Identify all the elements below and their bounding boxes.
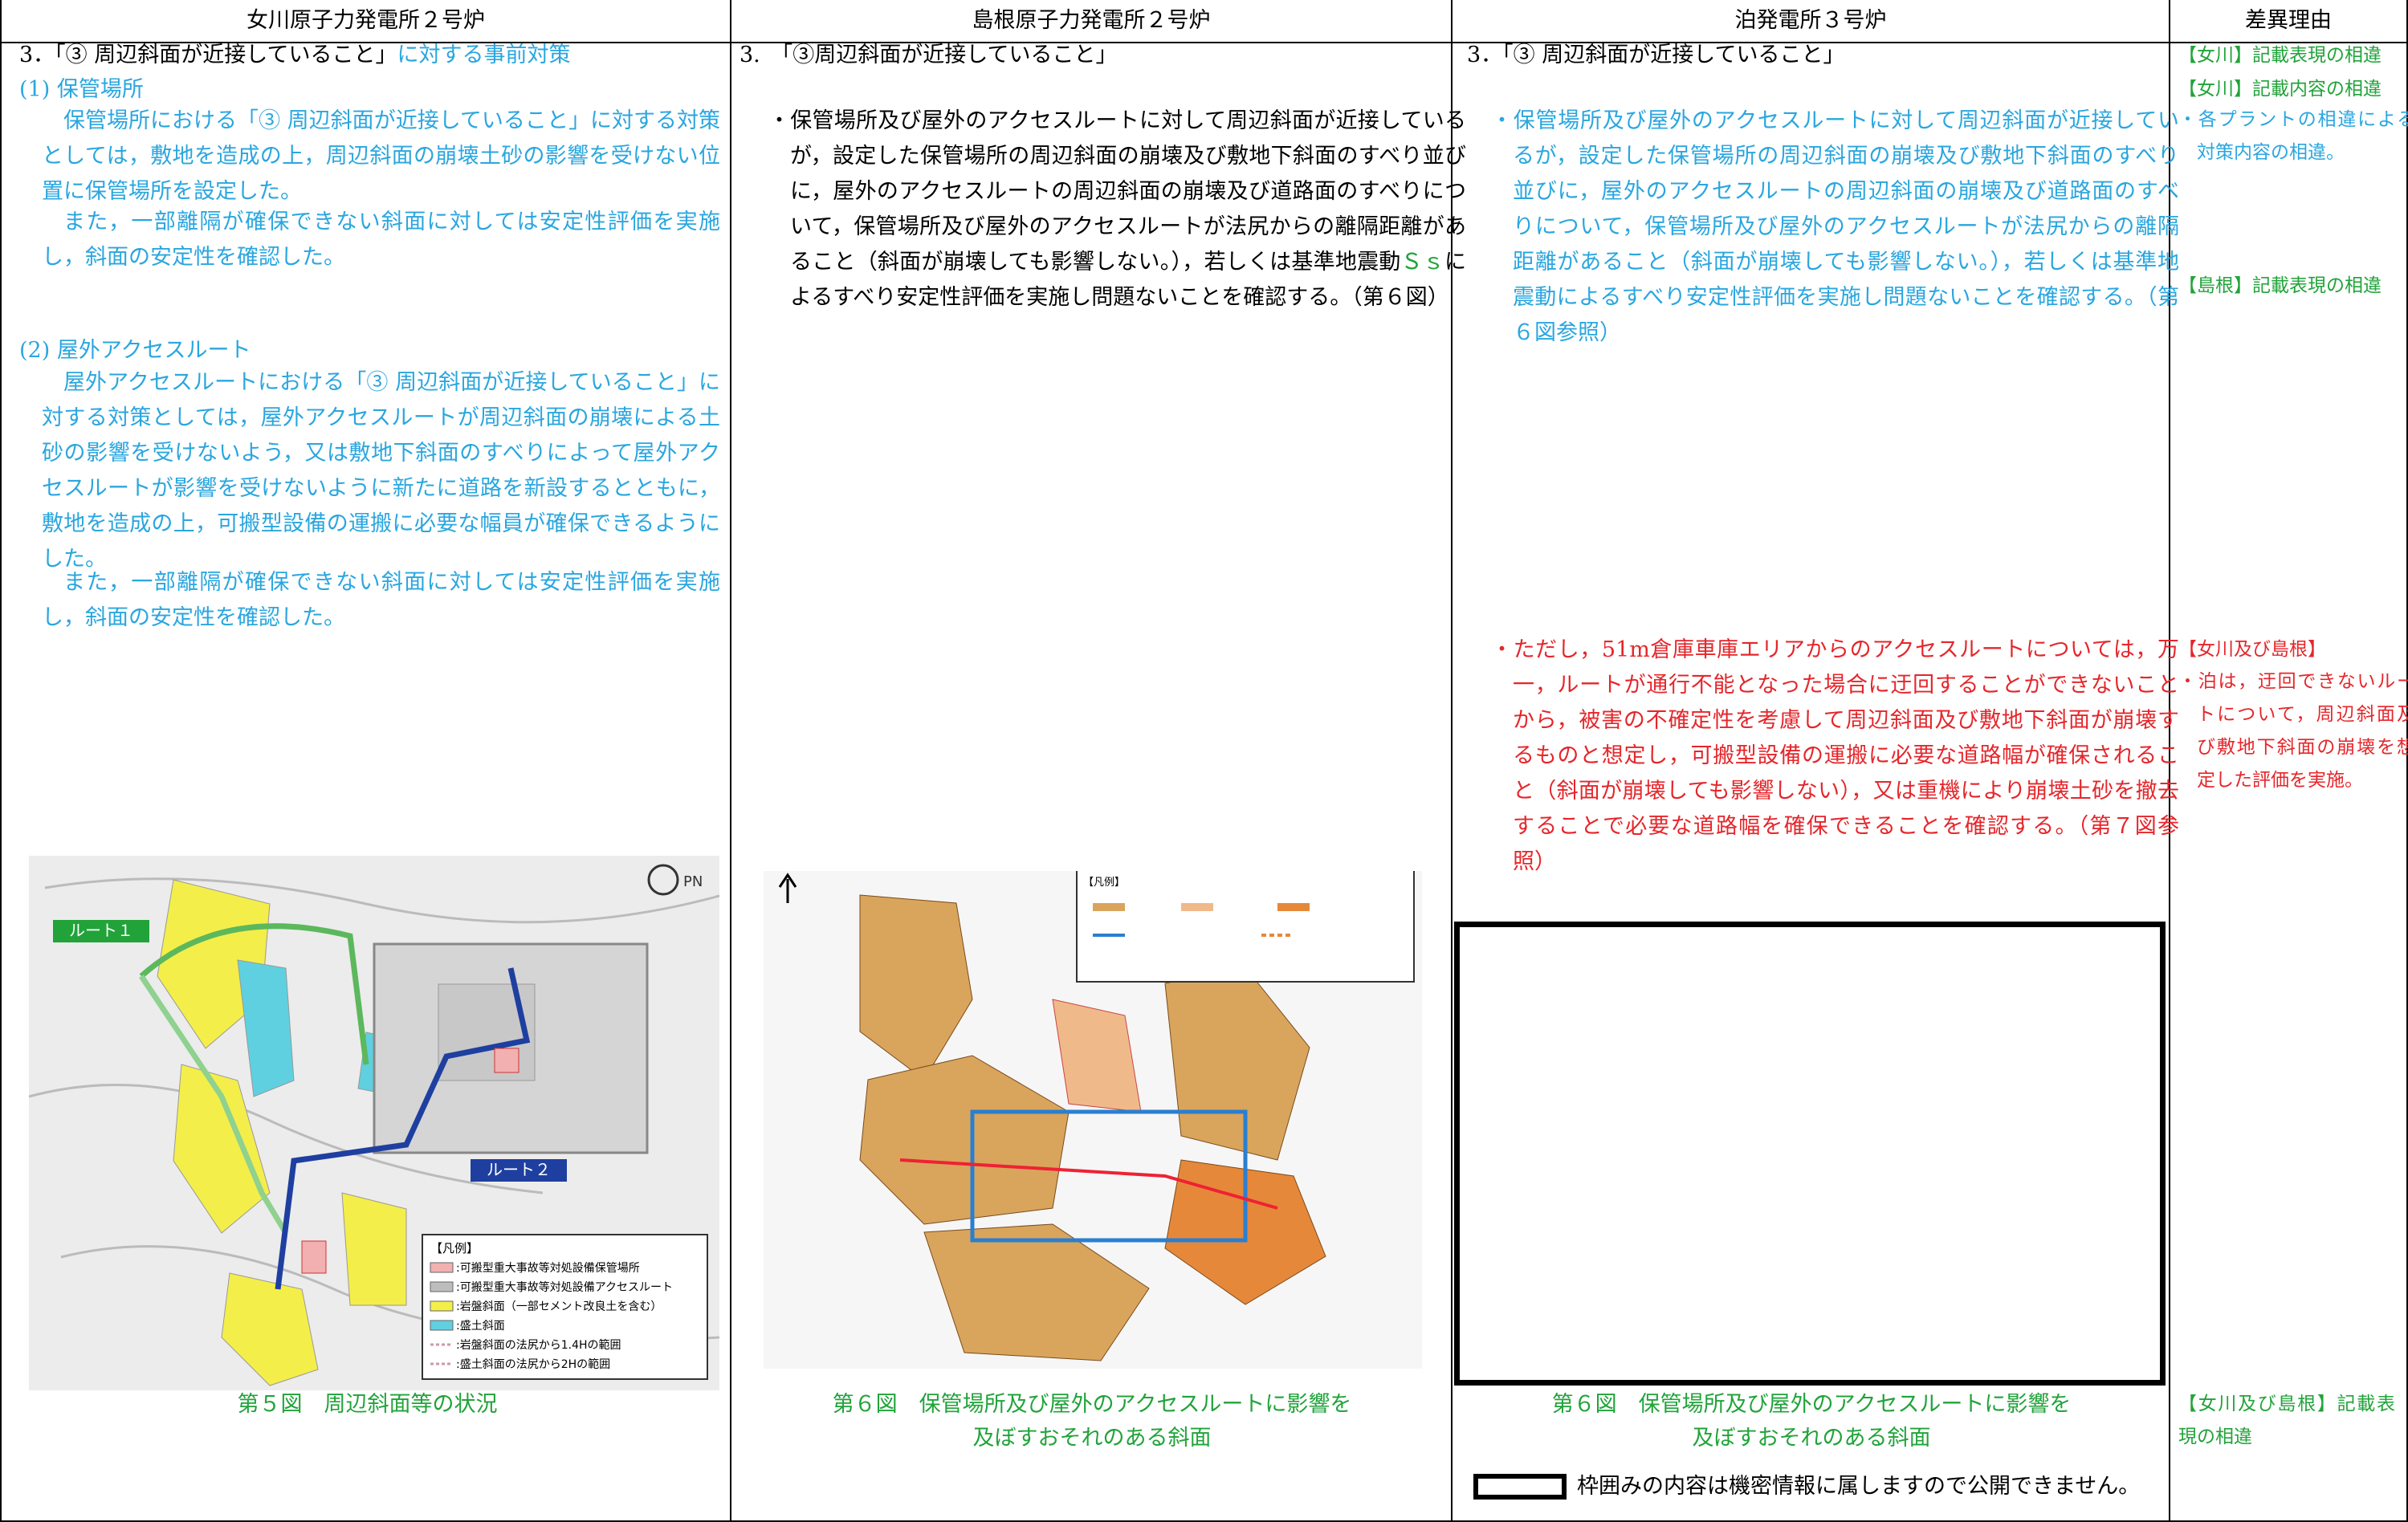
site-map: 【凡例】 [764,871,1422,1369]
section-title: (1) 保管場所 [19,77,144,102]
figure-caption: 第６図 保管場所及び屋外のアクセスルートに影響を [832,1392,1352,1417]
note: 枠囲みの内容は機密情報に属しますので公開できません。 [1577,1474,2141,1499]
paragraph: 保管場所における「③ 周辺斜面が近接していること」に対する対策としては，敷地を造… [42,108,720,204]
paragraph-text: ・保管場所及び屋外のアクセスルートに対して周辺斜面が近接しているが，設定した保管… [768,108,1466,275]
reason: 【島根】記載表現の相違 [2178,275,2382,296]
column-header: 差異理由 [2170,0,2406,43]
section-title: (2) 屋外アクセスルート [19,338,251,363]
legend-frame [1473,1474,1567,1500]
shimane-column: 島根原子力発電所２号炉 3. 「③周辺斜面が近接していること」 ・保管場所及び屋… [731,0,1466,1520]
reason: 【女川】記載表現の相違 [2178,45,2382,66]
legend-item: :岩盤斜面の法尻から1.4Hの範囲 [456,1338,621,1352]
paragraph: ・保管場所及び屋外のアクセスルートに対して周辺斜面が近接しているが，設定した保管… [1491,108,2179,345]
column-header: 島根原子力発電所２号炉 [731,0,1451,43]
heading: 3. 「③周辺斜面が近接していること」 [740,43,1118,67]
legend-title: 【凡例】 [1083,877,1125,889]
paragraph-text: （第７図参照） [1513,814,2179,874]
legend-swatch [430,1281,454,1292]
paragraph-text: ・ただし，51m倉庫車庫エリアからのアクセスルートについては，万一，ルートが通行… [1491,637,2179,839]
redacted-frame [1454,922,2166,1386]
paragraph: また，一部離隔が確保できない斜面に対しては安定性評価を実施し，斜面の安定性を確認… [42,570,720,630]
legend-swatch [430,1320,454,1331]
figure-caption: 及ぼすおそれのある斜面 [1692,1426,1931,1451]
legend-item: :可搬型重大事故等対処設備保管場所 [456,1261,640,1275]
paragraph: また，一部離隔が確保できない斜面に対しては安定性評価を実施し，斜面の安定性を確認… [42,210,720,270]
onagawa-column: 女川原子力発電所２号炉 3．「③ 周辺斜面が近接していること」に対する事前対策 … [0,0,731,1520]
paragraph: ・ただし，51m倉庫車庫エリアからのアクセスルートについては，万一，ルートが通行… [1491,633,2179,880]
column-header: 女川原子力発電所２号炉 [2,0,730,43]
reason: 【女川及び島根】記載表現の相違 [2178,1394,2395,1447]
paragraph: ・保管場所及び屋外のアクセスルートに対して周辺斜面が近接しているが，設定した保管… [768,104,1466,315]
column-header: 泊発電所３号炉 [1453,0,2169,43]
paragraph-text: によるすべり安定性評価を実施し問題ないことを確認する。（第６図） [790,250,1467,310]
figure-caption: 及ぼすおそれのある斜面 [972,1426,1212,1451]
reason: 【女川及び島根】 [2178,639,2326,660]
map-label: PN [683,873,703,890]
legend-title: 【凡例】 [430,1241,479,1255]
heading-text: 3．「③ 周辺斜面が近接していること」 [19,43,397,67]
legend-item: :盛土斜面の法尻から2Hの範囲 [456,1357,610,1371]
reason: 【女川】記載内容の相違 [2178,79,2382,100]
legend-item: :可搬型重大事故等対処設備アクセスルート [456,1280,673,1294]
reasons-column: 差異理由 【女川】記載表現の相違 【女川】記載内容の相違 ・各プラントの相違によ… [2170,0,2408,1520]
heading: 3．「③ 周辺斜面が近接していること」 [1467,43,1845,67]
paragraph: 屋外アクセスルートにおける「③ 周辺斜面が近接していること」に対する対策としては… [42,370,720,572]
map-label: ルート１ [69,921,133,940]
map-label: ルート２ [487,1160,551,1179]
site-map: ルート１ ルート２ PN 【凡例】 :可搬型重大事故等対処設備保管場所:可搬型重… [29,856,719,1390]
legend-item: :盛土斜面 [456,1320,505,1333]
figure-caption: 第５図 周辺斜面等の状況 [237,1392,498,1417]
table-bottom [0,1520,2408,1522]
reason: ・泊は，迂回できないルートについて，周辺斜面及び敷地下斜面の崩壊を想定した評価を… [2178,671,2408,791]
legend-swatch [430,1262,454,1273]
paragraph-text: Ｓｓ [1400,250,1445,275]
legend-swatch [430,1300,454,1312]
legend-item: :岩盤斜面（一部セメント改良土を含む） [456,1300,662,1313]
figure-caption: 第６図 保管場所及び屋外のアクセスルートに影響を [1551,1392,2072,1417]
heading: 3．「③ 周辺斜面が近接していること」に対する事前対策 [19,38,718,73]
tomari-column: 泊発電所３号炉 3．「③ 周辺斜面が近接していること」 ・保管場所及び屋外のアク… [1453,0,2179,1520]
legend: :可搬型重大事故等対処設備保管場所 :可搬型重大事故等対処設備アクセスルート :岩盤… [430,1261,673,1371]
reason: ・各プラントの相違による対策内容の相違。 [2178,109,2408,163]
heading-text: に対する事前対策 [397,43,571,67]
